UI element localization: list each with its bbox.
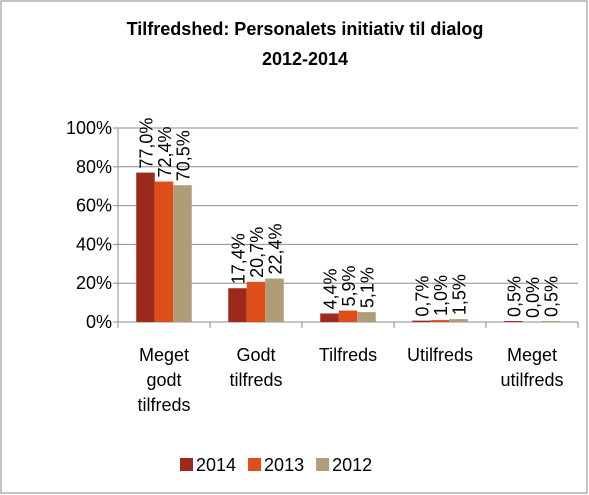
x-tick-label: Tilfreds [319,345,377,365]
data-label: 0,7% [413,276,433,317]
legend-label: 2013 [264,455,304,475]
data-label: 20,7% [247,227,267,278]
legend-swatch [248,458,262,471]
bar [541,321,560,322]
x-tick-label: Meget godt tilfreds [137,345,190,415]
bar [430,320,450,322]
bar [320,313,339,322]
data-label: 77,0% [137,118,157,169]
data-label: 22,4% [266,223,286,274]
y-tick-label: 60% [76,196,112,216]
bar [173,185,192,322]
data-label: 70,5% [174,130,194,181]
legend-swatch [180,458,193,471]
bar [154,181,174,322]
bar [449,319,468,322]
data-label: 17,4% [229,233,249,284]
y-tick-label: 100% [66,118,112,138]
data-label: 5,9% [339,266,359,307]
y-tick-label: 0% [86,312,112,332]
chart-title: Tilfredshed: Personalets initiativ til d… [127,19,484,69]
legend-label: 2014 [196,455,236,475]
bar [504,321,523,322]
data-label: 5,1% [358,267,378,308]
data-label: 0,5% [505,276,525,317]
x-tick-label: Godt tilfreds [229,345,282,390]
y-tick-label: 40% [76,234,112,254]
bar [246,281,266,322]
y-tick-label: 20% [76,273,112,293]
legend-label: 2012 [332,455,372,475]
data-label: 0,5% [542,276,562,317]
bar [265,278,284,322]
data-label: 1,5% [450,274,470,315]
x-tick-label: Meget utilfreds [500,345,563,390]
y-tick-label: 80% [76,157,112,177]
bar [412,320,431,322]
data-label: 0,0% [523,277,543,318]
data-label: 1,0% [431,275,451,316]
data-label: 4,4% [321,268,341,309]
data-label: 72,4% [155,126,175,177]
bar [357,312,376,322]
legend-swatch [316,458,330,471]
bar [228,288,247,322]
bar [338,310,358,322]
x-tick-label: Utilfreds [407,345,473,365]
bar [136,172,155,322]
